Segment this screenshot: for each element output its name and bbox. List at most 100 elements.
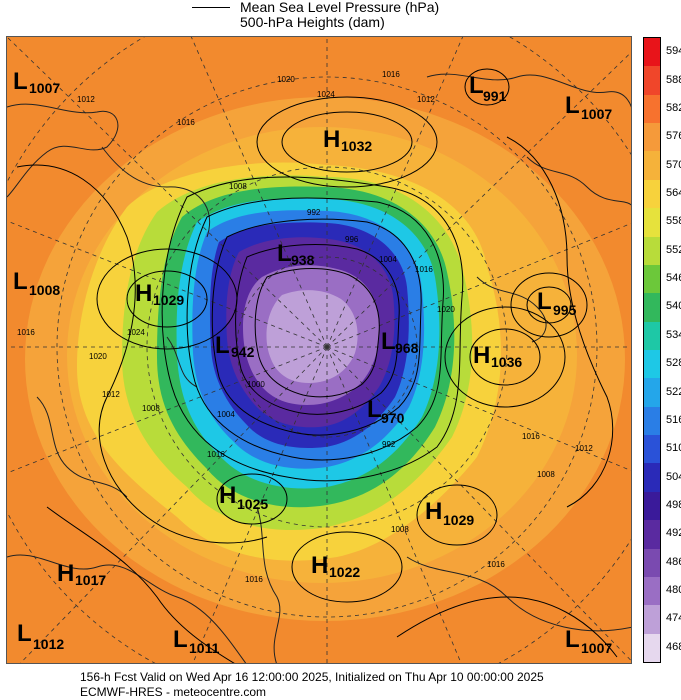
svg-text:1032: 1032 — [341, 138, 372, 154]
colorbar-tick-label: 486 — [666, 555, 681, 568]
isobar-label: 1016 — [177, 118, 195, 127]
colorbar-tick-label: 510 — [666, 442, 681, 455]
pressure-center: H 1025 — [219, 482, 268, 512]
pressure-center: L 995 — [537, 288, 577, 318]
pressure-center: L 968 — [381, 328, 419, 356]
colorbar-swatch — [644, 179, 660, 209]
weather-map: 1012 1016 1020 1024 1016 1012 1008 992 9… — [6, 36, 632, 664]
legend: Mean Sea Level Pressure (hPa) 500-hPa He… — [0, 0, 681, 34]
isobar-label: 992 — [307, 208, 321, 217]
colorbar-tick-label: 468 — [666, 640, 681, 653]
isobar-label: 1024 — [127, 328, 145, 337]
svg-text:1029: 1029 — [153, 292, 184, 308]
colorbar-tick-label: 594 — [666, 45, 681, 58]
pressure-center: H 1029 — [135, 280, 184, 308]
svg-text:968: 968 — [395, 340, 419, 356]
pressure-center: L 991 — [469, 72, 507, 104]
svg-text:1025: 1025 — [237, 496, 268, 512]
isobar-label: 1012 — [102, 390, 120, 399]
colorbar-swatch — [644, 378, 660, 408]
colorbar-tick-label: 474 — [666, 612, 681, 625]
svg-text:L: L — [537, 288, 552, 315]
isobar-label: 1008 — [537, 470, 555, 479]
pressure-center: L 938 — [277, 240, 315, 268]
colorbar-tick-label: 552 — [666, 243, 681, 256]
svg-text:L: L — [13, 268, 28, 295]
isobar-label: 1004 — [379, 255, 397, 264]
colorbar-swatch — [644, 66, 660, 96]
isobar-label: 1020 — [277, 75, 295, 84]
colorbar-swatch — [644, 208, 660, 238]
isobar-label: 1004 — [217, 410, 235, 419]
isobar-label: 1020 — [437, 305, 455, 314]
svg-text:995: 995 — [553, 302, 577, 318]
colorbar-tick-label: 498 — [666, 499, 681, 511]
colorbar-swatch — [644, 520, 660, 550]
colorbar-swatch — [644, 123, 660, 152]
svg-text:H: H — [219, 482, 236, 509]
isobar-label: 1012 — [417, 95, 435, 104]
height-colorbar — [643, 37, 661, 663]
svg-text:H: H — [473, 342, 490, 369]
colorbar-swatch — [644, 548, 660, 578]
svg-text:L: L — [367, 396, 382, 423]
svg-text:L: L — [565, 92, 580, 119]
colorbar-swatch — [644, 38, 660, 67]
pressure-center: H 1017 — [57, 560, 106, 588]
pressure-center: H 1032 — [323, 126, 372, 154]
svg-text:L: L — [215, 332, 230, 359]
colorbar-swatch — [644, 406, 660, 436]
isobar-label: 1016 — [522, 432, 540, 441]
lat-lon-grid — [7, 37, 631, 663]
colorbar-tick-label: 492 — [666, 527, 681, 540]
isobars — [16, 68, 618, 663]
svg-text:1007: 1007 — [29, 80, 60, 96]
isobar-label: 1012 — [77, 95, 95, 104]
pressure-center: L 1007 — [565, 92, 612, 122]
svg-text:H: H — [311, 552, 328, 579]
svg-text:L: L — [17, 620, 32, 647]
mslp-legend-label: Mean Sea Level Pressure (hPa) — [240, 0, 440, 15]
colorbar-tick-label: 582 — [666, 101, 681, 114]
svg-text:H: H — [323, 126, 340, 153]
colorbar-swatch — [644, 94, 660, 124]
map-canvas: 1012 1016 1020 1024 1016 1012 1008 992 9… — [7, 37, 631, 663]
isobar-label: 1008 — [229, 182, 247, 191]
svg-text:L: L — [173, 626, 188, 653]
svg-text:1008: 1008 — [29, 282, 60, 298]
colorbar-tick-label: 480 — [666, 584, 681, 597]
forecast-valid-text: 156-h Fcst Valid on Wed Apr 16 12:00:00 … — [80, 670, 544, 684]
colorbar-swatch — [644, 605, 660, 635]
pressure-center: L 942 — [215, 332, 255, 360]
isobar-label: 996 — [345, 235, 359, 244]
colorbar-swatch — [644, 264, 660, 294]
isobar-labels: 1012 1016 1020 1024 1016 1012 1008 992 9… — [17, 70, 593, 584]
colorbar-tick-label: 546 — [666, 272, 681, 285]
pressure-center: L 1012 — [17, 620, 64, 652]
isobar-label: 1020 — [89, 352, 107, 361]
svg-text:H: H — [135, 280, 152, 307]
svg-text:970: 970 — [381, 410, 405, 426]
colorbar-swatch — [644, 293, 660, 323]
svg-text:938: 938 — [291, 252, 315, 268]
svg-text:L: L — [277, 240, 292, 267]
colorbar-tick-label: 570 — [666, 158, 681, 171]
colorbar-swatch — [644, 633, 660, 663]
colorbar-tick-label: 564 — [666, 187, 681, 199]
colorbar-tick-label: 516 — [666, 413, 681, 426]
isobar-label: 1008 — [142, 404, 160, 413]
svg-text:1017: 1017 — [75, 572, 106, 588]
isobar-label: 1024 — [317, 90, 335, 99]
colorbar-swatch — [644, 435, 660, 464]
colorbar-swatch — [644, 576, 660, 606]
svg-text:1022: 1022 — [329, 564, 360, 580]
pressure-centers: L 1007 H 1032 L 991 L 1007 L 1008 H 1029 L 938 … — [13, 68, 612, 656]
colorbar-swatch — [644, 321, 660, 351]
pressure-center: H 1022 — [311, 552, 360, 580]
isobar-label: 1016 — [245, 575, 263, 584]
isobar-label: 1016 — [207, 450, 225, 459]
svg-text:1012: 1012 — [33, 636, 64, 652]
colorbar-swatch — [644, 491, 660, 521]
svg-text:942: 942 — [231, 344, 255, 360]
pressure-center: H 1036 — [473, 342, 522, 370]
